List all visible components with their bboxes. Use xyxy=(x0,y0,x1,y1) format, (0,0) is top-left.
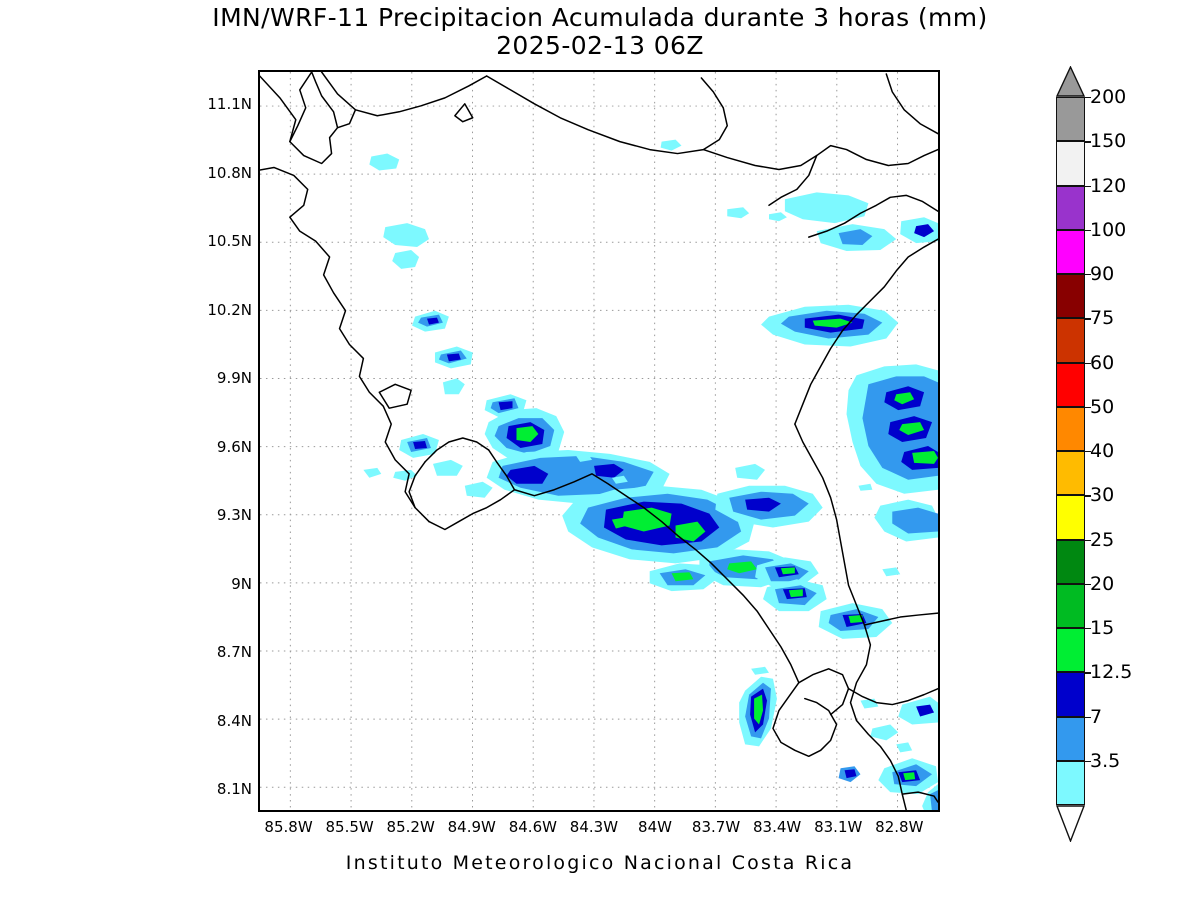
colorbar-label: 200 xyxy=(1090,86,1127,108)
colorbar-tick xyxy=(1085,362,1091,364)
colorbar-tick xyxy=(1085,318,1091,320)
colorbar-band[interactable] xyxy=(1056,141,1085,186)
x-tick-label: 85.2W xyxy=(386,818,435,836)
colorbar-label: 100 xyxy=(1090,218,1127,241)
y-tick-label: 10.5N xyxy=(207,232,252,251)
colorbar-band[interactable] xyxy=(1056,406,1085,451)
y-tick-label: 11.1N xyxy=(207,95,252,114)
y-axis: 11.1N 10.8N 10.5N 10.2N 9.9N 9.6N 9.3N 9N 8.7N 8.… xyxy=(180,70,439,812)
colorbar-band[interactable] xyxy=(1056,672,1085,717)
y-tick-label: 10.8N xyxy=(207,163,252,182)
y-tick-label: 8.4N xyxy=(216,711,252,730)
colorbar-band[interactable] xyxy=(1056,716,1085,761)
colorbar-label: 150 xyxy=(1090,130,1127,153)
colorbar-label: 30 xyxy=(1090,484,1115,507)
colorbar-under-arrow-icon xyxy=(1056,805,1085,842)
colorbar-over-arrow-icon xyxy=(1056,66,1085,97)
colorbar-label: 50 xyxy=(1090,395,1115,418)
x-tick-label: 85.8W xyxy=(264,818,313,836)
colorbar-tick xyxy=(1085,141,1091,143)
colorbar-band[interactable] xyxy=(1056,274,1085,319)
colorbar-band[interactable] xyxy=(1056,583,1085,628)
x-tick-label: 83.7W xyxy=(691,818,741,836)
map-plot-area[interactable] xyxy=(258,70,940,812)
colorbar[interactable]: 3.5 7 12.5 15 20 25 30 40 50 60 75 90 100 120 150 200 xyxy=(1056,66,1132,842)
map-clip xyxy=(260,72,938,810)
colorbar-tick xyxy=(1085,451,1091,453)
y-tick-label: 8.7N xyxy=(216,643,252,662)
precipitation-map xyxy=(260,72,938,810)
colorbar-label: 20 xyxy=(1090,572,1115,595)
colorbar-label: 15 xyxy=(1090,617,1115,639)
colorbar-band[interactable] xyxy=(1056,495,1085,540)
colorbar-band[interactable] xyxy=(1056,628,1085,673)
colorbar-tick xyxy=(1085,229,1091,232)
colorbar-tick xyxy=(1085,185,1091,187)
colorbar-band[interactable] xyxy=(1056,760,1085,805)
attribution-footer: Instituto Meteorologico Nacional Costa R… xyxy=(345,852,855,874)
colorbar-label: 40 xyxy=(1090,440,1115,462)
colorbar-tick xyxy=(1085,274,1091,276)
colorbar-label: 75 xyxy=(1090,307,1115,330)
colorbar-band[interactable] xyxy=(1056,185,1085,230)
x-tick-label: 83.1W xyxy=(814,818,863,836)
chart-title-block: IMN/WRF-11 Precipitacion Acumulada duran… xyxy=(0,4,1200,60)
x-tick-label: 82.8W xyxy=(875,818,924,836)
colorbar-tick xyxy=(1085,760,1091,763)
colorbar-tick xyxy=(1085,406,1091,409)
colorbar-label: 7 xyxy=(1090,705,1103,728)
x-axis: 85.8W 85.5W 85.2W 84.9W 84.6W 84.3W 84W 83.7W 83… xyxy=(258,818,940,842)
colorbar-band[interactable] xyxy=(1056,318,1085,363)
colorbar-label: 3.5 xyxy=(1090,749,1121,772)
x-tick-label: 85.5W xyxy=(325,818,374,836)
x-tick-label: 84W xyxy=(638,818,672,836)
y-tick-label: 9.9N xyxy=(216,369,252,388)
page-title: IMN/WRF-11 Precipitacion Acumulada duran… xyxy=(212,3,988,32)
colorbar-label: 60 xyxy=(1090,351,1115,374)
colorbar-tick xyxy=(1085,583,1091,586)
colorbar-band[interactable] xyxy=(1056,229,1085,274)
x-tick-label: 84.6W xyxy=(508,818,557,836)
colorbar-band[interactable] xyxy=(1056,362,1085,407)
colorbar-label: 90 xyxy=(1090,263,1115,285)
y-tick-label: 9N xyxy=(231,574,252,593)
colorbar-tick xyxy=(1085,97,1091,99)
y-tick-label: 8.1N xyxy=(216,780,252,799)
x-tick-label: 83.4W xyxy=(753,818,802,836)
x-tick-label: 84.9W xyxy=(447,818,496,836)
colorbar-label: 12.5 xyxy=(1090,661,1133,684)
colorbar-tick xyxy=(1085,716,1091,718)
colorbar-tick xyxy=(1085,672,1091,674)
x-tick-label: 84.3W xyxy=(569,818,619,836)
y-tick-label: 10.2N xyxy=(207,300,252,319)
y-tick-label: 9.6N xyxy=(216,437,252,456)
colorbar-label: 25 xyxy=(1090,528,1115,551)
y-tick-label: 9.3N xyxy=(216,506,252,525)
colorbar-tick xyxy=(1085,628,1091,630)
colorbar-tick xyxy=(1085,539,1091,541)
chart-subtitle: 2025-02-13 06Z xyxy=(496,31,704,60)
colorbar-tick xyxy=(1085,495,1091,497)
colorbar-label: 120 xyxy=(1090,174,1127,197)
colorbar-band[interactable] xyxy=(1056,97,1085,142)
colorbar-band[interactable] xyxy=(1056,451,1085,496)
colorbar-band[interactable] xyxy=(1056,539,1085,584)
